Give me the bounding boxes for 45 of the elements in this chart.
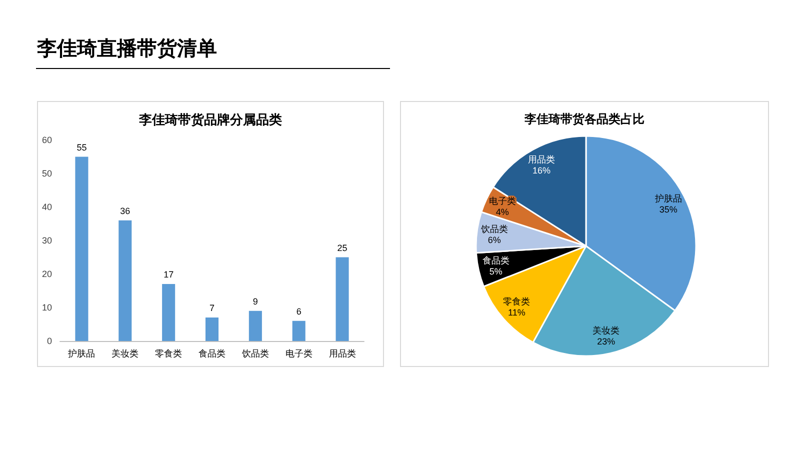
x-tick-label: 饮品类 (240, 348, 269, 358)
data-label: 17 (164, 270, 174, 280)
data-label: 6 (296, 306, 302, 316)
y-tick-label: 10 (42, 302, 52, 312)
slice-label: 电子类 (488, 196, 516, 206)
data-label: 4% (496, 207, 509, 218)
slice-label: 美妆类 (592, 326, 620, 336)
x-tick-label: 电子类 (285, 348, 312, 358)
data-label: 9 (252, 296, 258, 306)
data-label: 23% (597, 336, 616, 347)
data-label: 55 (76, 142, 87, 152)
chart-title: 李佳琦带货各品类占比 (524, 112, 644, 126)
slice-label: 饮品类 (480, 224, 508, 234)
x-tick-label: 零食类 (155, 348, 182, 358)
data-label: 5% (489, 266, 502, 277)
data-label: 36 (120, 206, 130, 216)
y-tick-label: 0 (46, 336, 52, 346)
data-label: 11% (508, 308, 526, 318)
y-tick-label: 50 (42, 168, 52, 178)
bar (292, 320, 306, 341)
data-label: 25 (337, 242, 348, 253)
slice-label: 用品类 (528, 154, 555, 165)
bar (118, 220, 132, 341)
y-tick-label: 30 (42, 236, 52, 246)
bar (205, 318, 219, 341)
slice-label: 食品类 (482, 256, 510, 266)
slice-label: 零食类 (503, 296, 530, 307)
slice-label: 护肤品 (654, 194, 682, 204)
data-label: 6% (488, 234, 501, 245)
y-tick-label: 60 (42, 135, 52, 145)
y-tick-label: 40 (42, 202, 52, 212)
x-tick-label: 护肤品 (67, 348, 96, 358)
text: 李佳琦直播带货清单 (37, 37, 217, 62)
data-label: 7 (209, 303, 215, 314)
x-tick-label: 美妆类 (112, 348, 139, 358)
x-tick-label: 食品类 (198, 348, 226, 358)
x-tick-label: 用品类 (328, 348, 356, 358)
bar (162, 284, 176, 341)
y-tick-label: 20 (42, 269, 52, 279)
data-label: 35% (659, 204, 678, 215)
bar (336, 257, 349, 341)
bar (75, 156, 88, 341)
data-label: 16% (532, 166, 550, 176)
bar (248, 310, 262, 341)
chart-title: 李佳琦带货品牌分属品类 (138, 112, 282, 127)
